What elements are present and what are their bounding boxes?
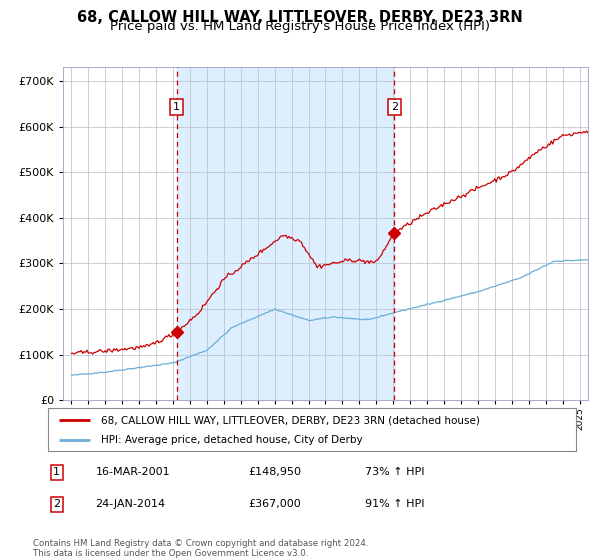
Text: 68, CALLOW HILL WAY, LITTLEOVER, DERBY, DE23 3RN: 68, CALLOW HILL WAY, LITTLEOVER, DERBY, … <box>77 10 523 25</box>
Text: 2: 2 <box>391 102 398 112</box>
Text: Price paid vs. HM Land Registry's House Price Index (HPI): Price paid vs. HM Land Registry's House … <box>110 20 490 33</box>
Bar <box>176 67 394 400</box>
FancyBboxPatch shape <box>48 408 576 451</box>
Text: 1: 1 <box>173 102 180 112</box>
Text: HPI: Average price, detached house, City of Derby: HPI: Average price, detached house, City… <box>101 436 362 445</box>
Text: 2: 2 <box>53 500 61 510</box>
Text: £148,950: £148,950 <box>248 468 302 478</box>
Text: £367,000: £367,000 <box>248 500 301 510</box>
Text: 1: 1 <box>53 468 60 478</box>
Text: 91% ↑ HPI: 91% ↑ HPI <box>365 500 424 510</box>
Text: 16-MAR-2001: 16-MAR-2001 <box>95 468 170 478</box>
Text: 24-JAN-2014: 24-JAN-2014 <box>95 500 166 510</box>
Text: 68, CALLOW HILL WAY, LITTLEOVER, DERBY, DE23 3RN (detached house): 68, CALLOW HILL WAY, LITTLEOVER, DERBY, … <box>101 415 479 425</box>
Text: Contains HM Land Registry data © Crown copyright and database right 2024.
This d: Contains HM Land Registry data © Crown c… <box>33 539 368 558</box>
Text: 73% ↑ HPI: 73% ↑ HPI <box>365 468 424 478</box>
